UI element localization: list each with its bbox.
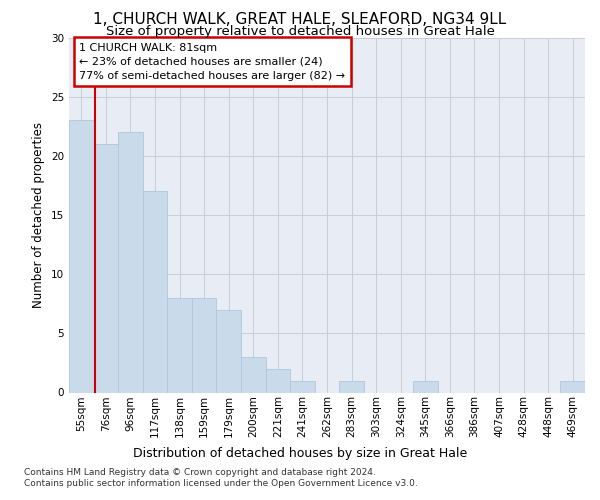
Bar xyxy=(266,369,290,392)
Text: Contains HM Land Registry data © Crown copyright and database right 2024.
Contai: Contains HM Land Registry data © Crown c… xyxy=(24,468,418,487)
Text: Size of property relative to detached houses in Great Hale: Size of property relative to detached ho… xyxy=(106,25,494,38)
Bar xyxy=(217,310,241,392)
Bar xyxy=(339,380,364,392)
Bar xyxy=(167,298,192,392)
Text: 1 CHURCH WALK: 81sqm
← 23% of detached houses are smaller (24)
77% of semi-detac: 1 CHURCH WALK: 81sqm ← 23% of detached h… xyxy=(79,43,346,81)
Bar xyxy=(560,380,585,392)
Bar xyxy=(143,192,167,392)
Text: 1, CHURCH WALK, GREAT HALE, SLEAFORD, NG34 9LL: 1, CHURCH WALK, GREAT HALE, SLEAFORD, NG… xyxy=(94,12,506,28)
Bar xyxy=(413,380,437,392)
Bar xyxy=(192,298,217,392)
Bar xyxy=(69,120,94,392)
Text: Distribution of detached houses by size in Great Hale: Distribution of detached houses by size … xyxy=(133,448,467,460)
Y-axis label: Number of detached properties: Number of detached properties xyxy=(32,122,46,308)
Bar xyxy=(118,132,143,392)
Bar xyxy=(241,357,266,392)
Bar xyxy=(94,144,118,392)
Bar xyxy=(290,380,315,392)
